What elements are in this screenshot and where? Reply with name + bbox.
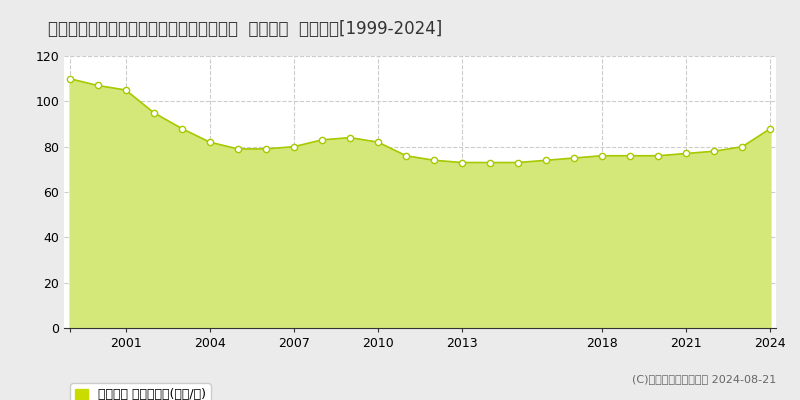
Text: (C)土地価格ドットコム 2024-08-21: (C)土地価格ドットコム 2024-08-21 <box>632 374 776 384</box>
Text: 大阪府大阪市城東区野江２丁目３９番２外  地価公示  地価推移[1999-2024]: 大阪府大阪市城東区野江２丁目３９番２外 地価公示 地価推移[1999-2024] <box>48 20 442 38</box>
Legend: 地価公示 平均坪単価(万円/坪): 地価公示 平均坪単価(万円/坪) <box>70 383 210 400</box>
